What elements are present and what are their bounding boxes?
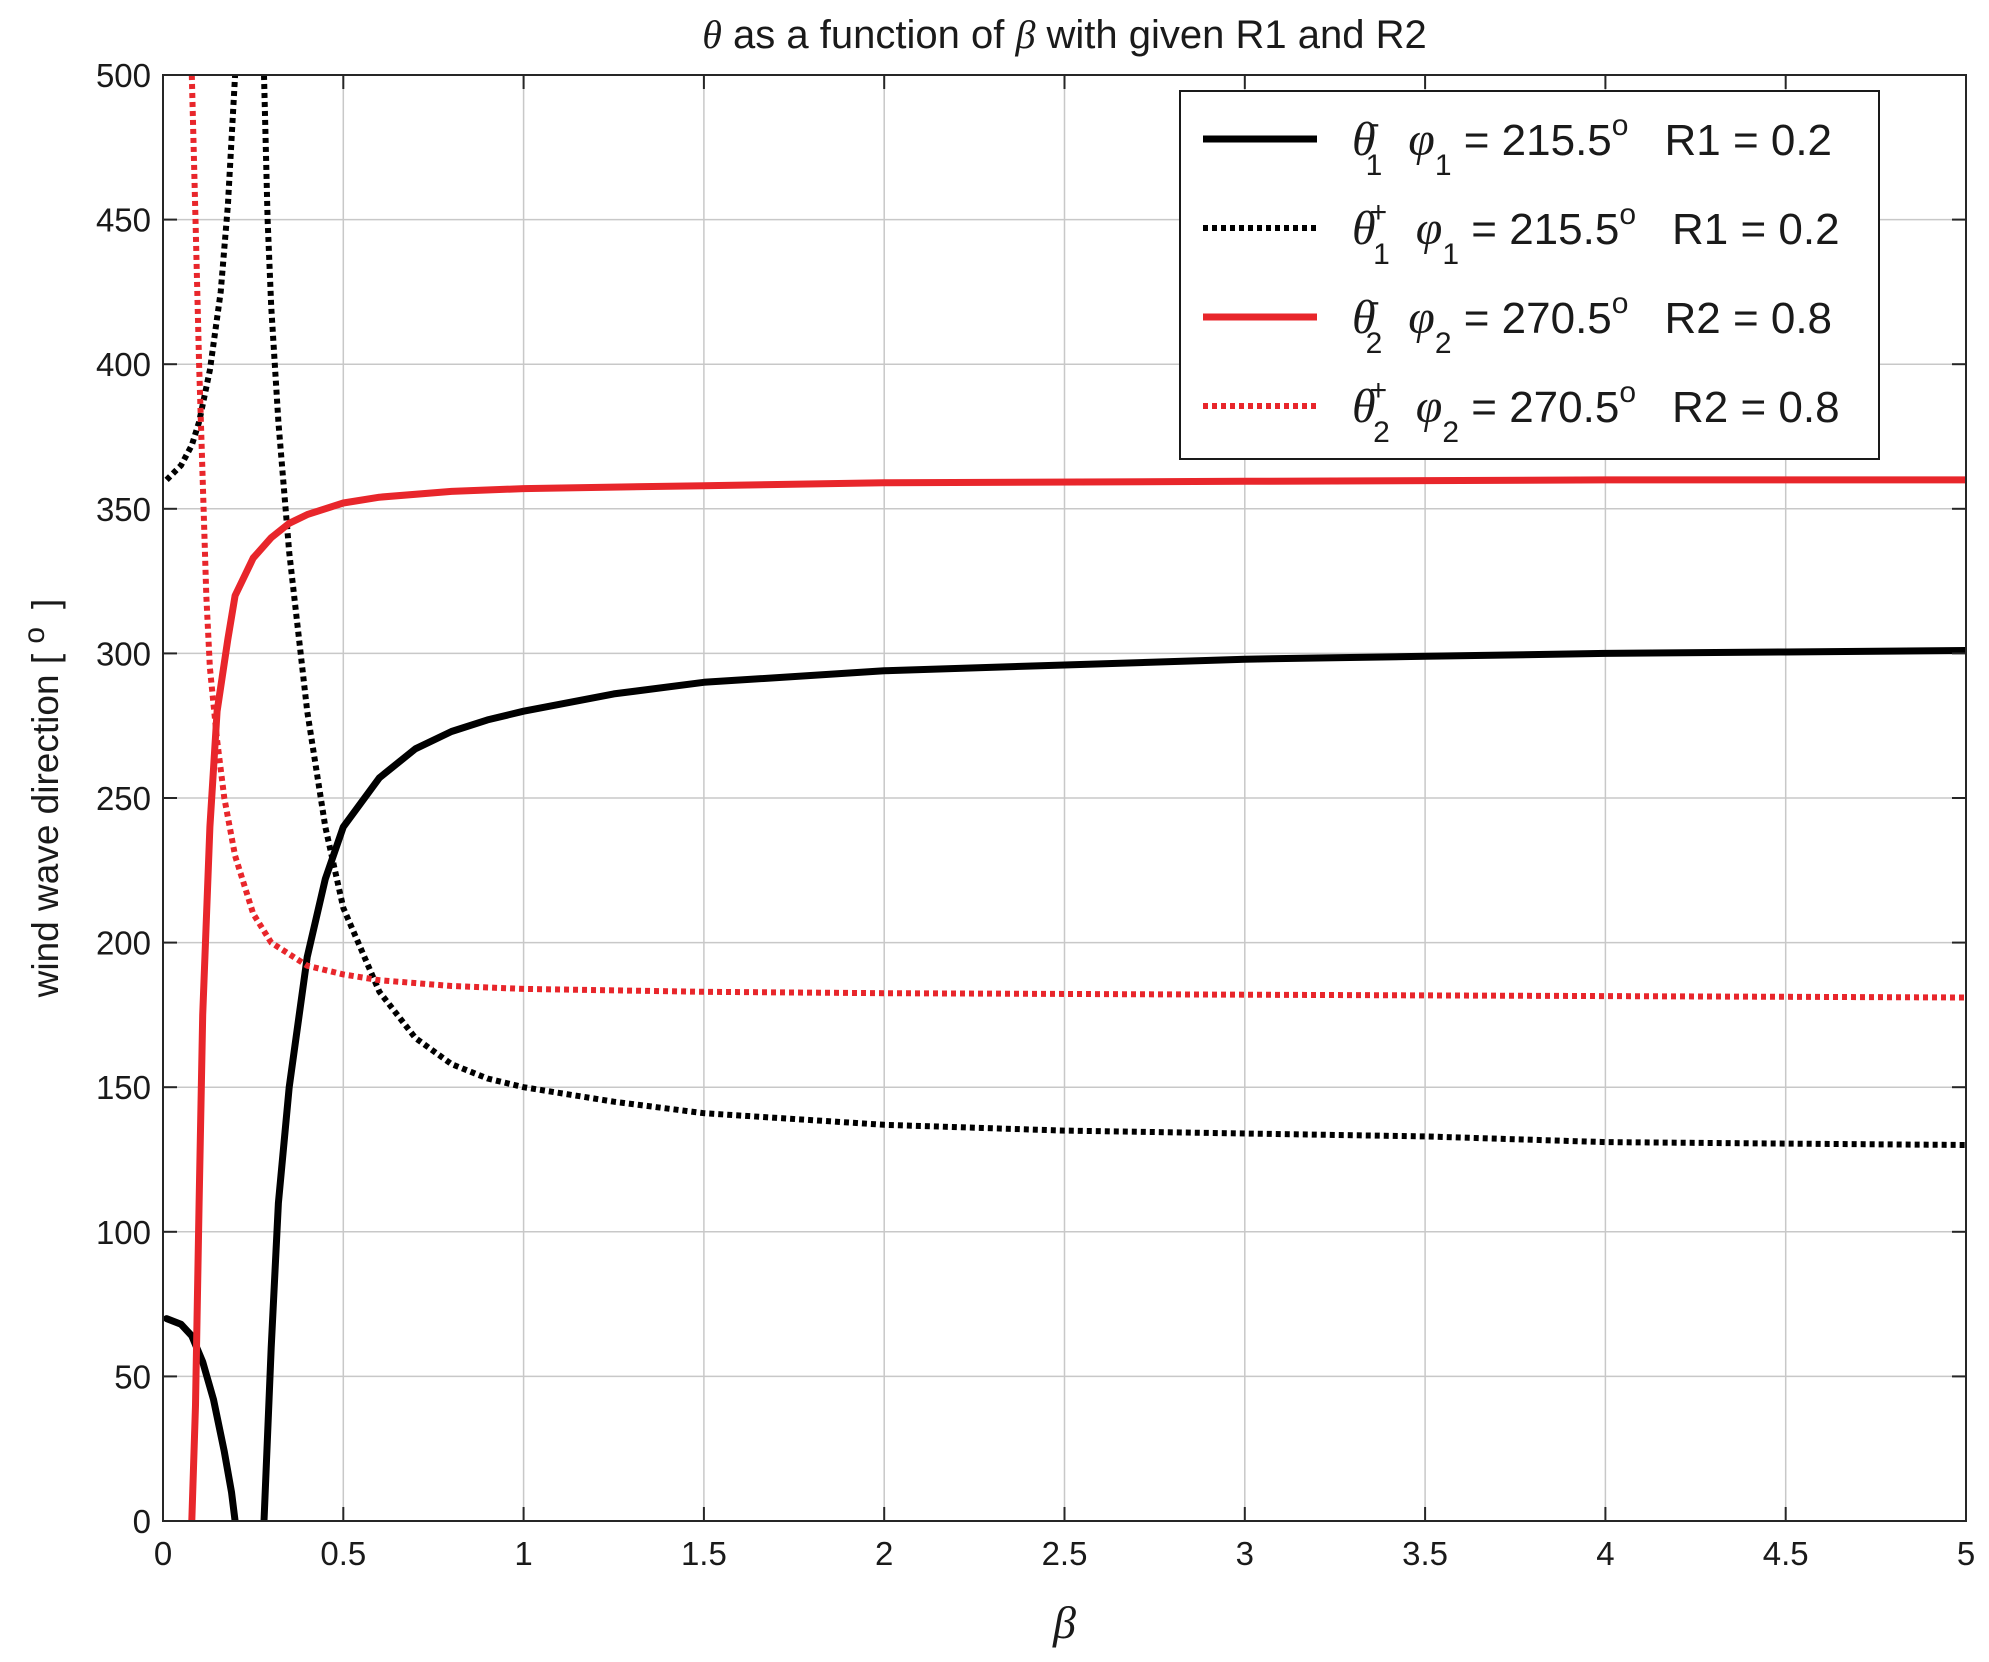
legend-item-3-label: θ- 2 φ2 = 270.5o R2 = 0.8 (1352, 285, 1832, 360)
legend-phi: φ (1408, 291, 1435, 344)
y-axis-label: wind wave direction [ o] (18, 599, 66, 999)
y-tick-label: 0 (133, 1503, 151, 1540)
legend-r-value: R2 = 0.8 (1664, 294, 1832, 343)
legend-item-1-label: θ- 1 φ1 = 215.5o R1 = 0.2 (1352, 107, 1832, 182)
legend-degree: o (1619, 198, 1636, 231)
x-tick-label: 4 (1596, 1535, 1614, 1572)
legend-theta: θ (1352, 291, 1376, 344)
x-tick-label: 4.5 (1763, 1535, 1809, 1572)
x-tick-label: 0.5 (320, 1535, 366, 1572)
series-1-line-segment (163, 1315, 239, 1521)
title-text-end: with given R1 and R2 (1035, 13, 1426, 57)
legend-item-4-label: θ+ 2 φ2 = 270.5o R2 = 0.8 (1352, 374, 1840, 449)
y-axis-label-close: ] (25, 599, 66, 609)
x-tick-label: 2 (875, 1535, 893, 1572)
x-tick-label: 3 (1236, 1535, 1254, 1572)
x-tick-label: 1 (514, 1535, 532, 1572)
x-tick-label: 2.5 (1042, 1535, 1088, 1572)
legend: θ-1 φ1 = 215.5o R1 = 0.2θ+ 1 φ1 = 215.5o R1 =… (1179, 90, 1880, 460)
legend-r-value: R1 = 0.2 (1664, 116, 1832, 165)
y-tick-label: 250 (96, 780, 151, 817)
legend-item-4: θ+ 2 φ2 = 270.5o R2 = 0.8 (1203, 374, 1840, 449)
y-tick-label: 300 (96, 635, 151, 672)
title-beta-symbol: β (1014, 12, 1035, 57)
series-1-line-segment (260, 647, 1966, 1521)
legend-superscript: + (1370, 374, 1388, 407)
y-tick-label: 100 (96, 1214, 151, 1251)
series-3-line-segment (188, 476, 1966, 1521)
legend-phi-subscript: 1 (1435, 149, 1452, 182)
x-tick-label: 5 (1957, 1535, 1975, 1572)
title-theta-symbol: θ (702, 12, 722, 57)
x-tick-label: 0 (154, 1535, 172, 1572)
legend-phi: φ (1416, 380, 1443, 433)
legend-theta: θ (1352, 113, 1376, 166)
legend-superscript: + (1370, 196, 1388, 229)
legend-theta: θ (1352, 380, 1376, 433)
series-layer (163, 75, 1966, 1521)
title-text-middle: as a function of (722, 13, 1016, 57)
x-tick-label: 3.5 (1402, 1535, 1448, 1572)
y-axis-label-text: wind wave direction [ (25, 644, 66, 999)
legend-subscript: 2 (1366, 327, 1383, 360)
y-tick-label: 50 (114, 1358, 151, 1395)
x-tick-label: 1.5 (681, 1535, 727, 1572)
axis-ticks: 0 0.5 1 1.5 2 2.5 3 3.5 4 4.5 50501001502002503003… (96, 57, 1975, 1572)
legend-phi: φ (1408, 113, 1435, 166)
legend-item-2: θ+ 1 φ1 = 215.5o R1 = 0.2 (1203, 196, 1840, 271)
legend-items: θ-1 φ1 = 215.5o R1 = 0.2θ+ 1 φ1 = 215.5o R1 =… (1203, 107, 1840, 449)
legend-phi-subscript: 2 (1442, 416, 1459, 449)
legend-item-3: θ- 2 φ2 = 270.5o R2 = 0.8 (1203, 285, 1832, 360)
y-tick-label: 400 (96, 346, 151, 383)
legend-box (1179, 90, 1880, 460)
y-tick-label: 500 (96, 57, 151, 94)
legend-phi-subscript: 1 (1442, 238, 1459, 271)
legend-superscript: - (1370, 285, 1380, 318)
y-tick-label: 200 (96, 925, 151, 962)
legend-r-value: R1 = 0.2 (1672, 205, 1840, 254)
legend-item-2-label: θ+ 1 φ1 = 215.5o R1 = 0.2 (1352, 196, 1840, 271)
legend-subscript: 1 (1373, 238, 1390, 271)
y-axis-label-unit: o (18, 627, 51, 644)
x-axis-label: β (1052, 1597, 1076, 1648)
legend-phi: φ (1416, 202, 1443, 255)
legend-equation: = 215.5 (1452, 116, 1612, 165)
chart-title: θ as a function of β with given R1 and R… (702, 12, 1426, 57)
legend-equation: = 215.5 (1459, 205, 1619, 254)
series-2-line-segment (164, 75, 239, 483)
legend-equation: = 270.5 (1452, 294, 1612, 343)
series-4-line-segment (188, 75, 1966, 1001)
legend-degree: o (1612, 287, 1629, 320)
y-tick-label: 350 (96, 491, 151, 528)
legend-degree: o (1612, 109, 1629, 142)
legend-phi-subscript: 2 (1435, 327, 1452, 360)
legend-superscript: - (1370, 107, 1380, 140)
y-tick-label: 150 (96, 1069, 151, 1106)
legend-theta: θ (1352, 202, 1376, 255)
y-tick-label: 450 (96, 202, 151, 239)
legend-subscript: 2 (1373, 416, 1390, 449)
legend-item-1: θ- 1 φ1 = 215.5o R1 = 0.2 (1203, 107, 1832, 182)
legend-equation: = 270.5 (1459, 383, 1619, 432)
legend-r-value: R2 = 0.8 (1672, 383, 1840, 432)
legend-degree: o (1619, 376, 1636, 409)
legend-subscript: 1 (1366, 149, 1383, 182)
